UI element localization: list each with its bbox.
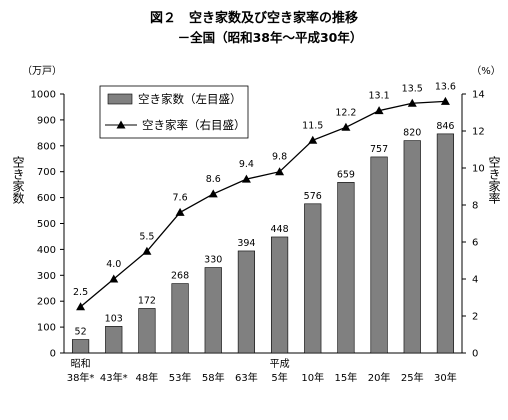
rate-value-label: 13.1	[369, 91, 390, 102]
bar	[403, 140, 421, 354]
left-axis-title: 空き家数	[11, 156, 25, 205]
x-tick-label: 48年	[136, 371, 159, 384]
bar-value-label: 172	[138, 295, 156, 306]
legend-line-label: 空き家率（右目盛）	[142, 118, 246, 132]
bar	[105, 326, 123, 354]
rate-value-label: 12.2	[335, 107, 356, 118]
rate-value-label: 7.6	[173, 192, 188, 203]
rate-value-label: 2.5	[73, 287, 88, 298]
bar-value-label: 103	[105, 313, 123, 324]
left-axis-unit: （万戸）	[22, 65, 62, 77]
rate-marker	[76, 302, 86, 311]
x-era-label: 昭和	[71, 358, 91, 370]
rate-marker	[308, 135, 318, 144]
rate-marker	[341, 122, 351, 131]
bar	[71, 339, 90, 354]
rate-value-label: 13.5	[402, 83, 423, 94]
rate-value-label: 8.6	[206, 174, 221, 185]
x-tick-label: 10年	[301, 371, 324, 384]
bar-value-label: 52	[75, 327, 87, 338]
rate-marker	[275, 167, 285, 176]
x-tick-label: 63年	[235, 371, 258, 384]
rate-marker	[407, 98, 417, 107]
right-tick-label: 2	[472, 312, 478, 323]
x-tick-label: 5年	[271, 371, 287, 384]
left-tick-label: 1000	[31, 90, 56, 101]
right-tick-label: 6	[472, 238, 478, 249]
plot-layer: 0 100 200 300 400 500 600 700 800 900 1000 0 2 4 6 8 10 1…	[31, 81, 485, 384]
right-tick-label: 14	[472, 90, 485, 101]
left-tick-label: 400	[37, 245, 56, 256]
bar-value-label: 576	[304, 191, 322, 202]
bar	[204, 267, 222, 354]
x-era-label: 平成	[270, 358, 290, 370]
rate-line	[80, 100, 446, 308]
x-tick-label: 58年	[202, 371, 225, 384]
rate-marker	[175, 207, 185, 216]
legend: 空き家数（左目盛） 空き家率（右目盛）	[99, 85, 249, 139]
bar-value-label: 659	[337, 169, 355, 180]
chart-title: 図２ 空き家数及び空き家率の推移	[150, 10, 358, 26]
chart-subtitle: －全国（昭和38年～平成30年）	[178, 30, 363, 45]
bar	[138, 308, 156, 354]
legend-line-marker	[116, 120, 126, 129]
rate-marker	[374, 106, 384, 115]
bar	[370, 156, 388, 354]
bar	[270, 236, 289, 354]
bar-value-label: 448	[271, 224, 289, 235]
rate-value-label: 4.0	[106, 259, 121, 270]
x-tick-label: 25年	[401, 371, 424, 384]
left-tick-label: 500	[37, 219, 56, 230]
x-tick-label: 53年	[169, 371, 192, 384]
bar	[237, 250, 256, 354]
bar-value-label: 757	[370, 144, 388, 155]
right-axis-title: 空き家率	[487, 156, 501, 204]
rate-value-label: 11.5	[302, 120, 323, 131]
bar-value-label: 330	[204, 255, 222, 266]
x-tick-label: 20年	[368, 371, 391, 384]
right-tick-label: 12	[472, 127, 485, 138]
left-tick-label: 800	[37, 141, 56, 152]
rate-marker	[241, 174, 251, 183]
rate-marker	[142, 246, 152, 255]
bar	[171, 283, 189, 354]
legend-bar-label: 空き家数（左目盛）	[138, 92, 242, 106]
bar-value-label: 846	[436, 121, 454, 132]
right-tick-label: 10	[472, 164, 485, 175]
rate-value-label: 13.6	[435, 81, 456, 92]
x-tick-label: 43年*	[100, 371, 128, 384]
right-tick-label: 8	[472, 201, 478, 212]
x-tick-label: 15年	[335, 371, 358, 384]
bar	[304, 203, 322, 354]
rate-value-label: 9.8	[272, 152, 287, 163]
bar-value-label: 394	[237, 238, 255, 249]
right-tick-label: 0	[472, 349, 478, 360]
bar	[436, 133, 455, 354]
rate-marker	[440, 96, 450, 105]
rate-marker	[109, 274, 119, 283]
left-tick-label: 900	[37, 115, 56, 126]
left-tick-label: 700	[37, 167, 56, 178]
x-tick-label: 38年*	[67, 371, 95, 384]
x-tick-label: 30年	[434, 371, 457, 384]
bar-value-label: 268	[171, 271, 189, 282]
rate-marker	[208, 189, 218, 198]
left-tick-label: 0	[50, 349, 56, 360]
rate-value-label: 9.4	[239, 159, 254, 170]
right-axis-unit: （%）	[471, 65, 501, 77]
legend-bar-swatch	[107, 93, 133, 105]
left-tick-label: 600	[37, 193, 56, 204]
left-tick-label: 200	[37, 297, 56, 308]
rate-value-label: 5.5	[139, 231, 154, 242]
left-tick-label: 100	[37, 323, 56, 334]
bar	[337, 182, 355, 354]
left-tick-label: 300	[37, 271, 56, 282]
right-tick-label: 4	[472, 275, 478, 286]
bar-value-label: 820	[403, 128, 421, 139]
